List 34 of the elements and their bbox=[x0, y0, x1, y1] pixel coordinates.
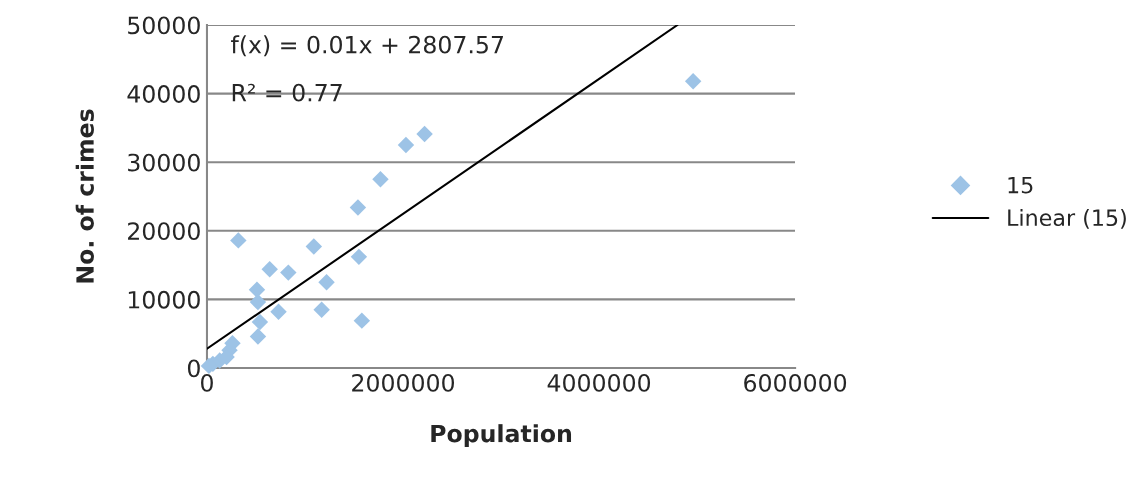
annotation: f(x) = 0.01x + 2807.57 bbox=[231, 35, 503, 57]
point bbox=[372, 171, 389, 188]
y-tick-label: 10000 bbox=[128, 290, 200, 309]
y-tick-label: 50000 bbox=[128, 16, 200, 35]
point bbox=[230, 232, 247, 249]
point bbox=[353, 312, 371, 329]
annotation: R² = 0.77 bbox=[232, 83, 342, 102]
y-tick-label: 0 bbox=[187, 359, 200, 378]
x-tick-label: 2000000 bbox=[352, 373, 455, 392]
point bbox=[280, 264, 297, 281]
point bbox=[270, 303, 287, 320]
x-tick-label: 0 bbox=[201, 373, 213, 392]
point bbox=[305, 238, 323, 255]
point bbox=[318, 274, 335, 291]
legend-label: 15 bbox=[1008, 176, 1033, 194]
point bbox=[251, 313, 269, 331]
x-tick-label: 4000000 bbox=[547, 373, 651, 392]
y-tick-label: 20000 bbox=[128, 222, 200, 241]
y-axis-title: No. of crimes bbox=[75, 109, 94, 283]
point bbox=[261, 260, 278, 278]
point bbox=[248, 281, 266, 298]
point bbox=[249, 293, 267, 311]
point bbox=[416, 125, 433, 143]
x-tick-label: 6000000 bbox=[744, 373, 847, 392]
legend-label: Linear (15) bbox=[1008, 208, 1126, 229]
point bbox=[350, 248, 368, 266]
x-axis-title: Population bbox=[431, 424, 572, 447]
y-tick-label: 30000 bbox=[128, 153, 200, 172]
point bbox=[349, 199, 367, 216]
point bbox=[684, 73, 702, 90]
y-tick-label: 40000 bbox=[127, 85, 200, 103]
point bbox=[249, 328, 267, 345]
point bbox=[397, 136, 415, 154]
point bbox=[313, 301, 330, 318]
